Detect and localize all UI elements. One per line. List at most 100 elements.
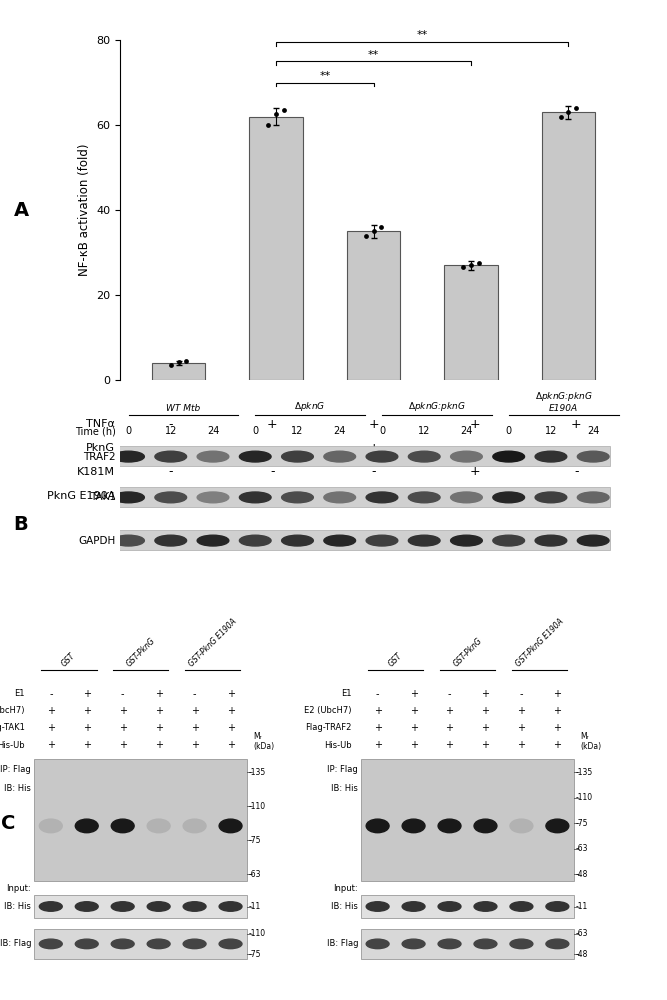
Ellipse shape [366,939,389,949]
Ellipse shape [578,451,609,462]
Text: 12: 12 [418,426,430,436]
Ellipse shape [408,451,440,462]
Point [571,100,582,116]
Text: **: ** [368,50,379,60]
Ellipse shape [281,451,313,462]
Text: +: + [227,723,235,733]
Text: -63: -63 [576,844,588,853]
Text: +: + [227,706,235,716]
Ellipse shape [402,819,425,833]
Text: +: + [119,706,127,716]
Ellipse shape [510,939,533,949]
Text: -: - [49,689,53,699]
Text: A: A [13,200,29,220]
Text: -: - [520,689,523,699]
Ellipse shape [493,492,524,503]
Text: $\Delta$pknG:pknG
E190A: $\Delta$pknG:pknG E190A [535,390,592,413]
Text: +: + [571,489,582,502]
Ellipse shape [197,535,229,546]
Ellipse shape [366,451,398,462]
Text: IB: His: IB: His [331,902,358,911]
Text: +: + [227,689,235,699]
Text: +: + [267,418,277,431]
Ellipse shape [366,492,398,503]
Text: +: + [155,740,163,750]
Text: Input:: Input: [7,884,31,893]
Text: GST-PknG: GST-PknG [125,636,157,668]
Ellipse shape [546,902,569,911]
Text: Flag-TAK1: Flag-TAK1 [0,724,25,732]
Ellipse shape [493,535,524,546]
FancyBboxPatch shape [35,895,247,918]
Ellipse shape [324,451,356,462]
Text: -48: -48 [576,870,588,879]
Ellipse shape [281,492,313,503]
Text: -63: -63 [249,870,261,879]
Text: +: + [518,723,526,733]
Text: WT Mtb: WT Mtb [166,404,201,413]
Text: 24: 24 [460,426,473,436]
Text: +: + [410,706,418,716]
Ellipse shape [219,819,242,833]
Ellipse shape [75,819,98,833]
Ellipse shape [39,939,62,949]
Text: His-Ub: His-Ub [324,740,352,750]
Text: GST-PknG: GST-PknG [452,636,484,668]
Bar [444,265,498,380]
Text: +: + [374,706,382,716]
Text: +: + [155,706,163,716]
Text: 0: 0 [125,426,131,436]
Text: -: - [376,689,380,699]
Ellipse shape [239,492,271,503]
Text: +: + [554,740,562,750]
FancyBboxPatch shape [362,929,574,959]
Text: -: - [372,465,376,478]
Text: K181M: K181M [77,467,115,477]
Text: -75: -75 [576,819,588,828]
Text: +: + [83,723,91,733]
Text: -: - [169,489,173,502]
Text: (kDa): (kDa) [253,742,275,751]
Text: +: + [446,706,454,716]
Text: +: + [571,418,582,431]
Text: IP: Flag: IP: Flag [1,765,31,774]
Ellipse shape [402,902,425,911]
Text: E1: E1 [14,690,25,698]
Text: +: + [410,723,418,733]
Text: E2 (UbcH7): E2 (UbcH7) [0,706,25,716]
Text: IB: Flag: IB: Flag [327,939,358,948]
Text: Input:: Input: [334,884,358,893]
Text: +: + [518,740,526,750]
Ellipse shape [510,902,533,911]
Text: +: + [482,740,490,750]
Point [458,259,468,275]
Text: +: + [446,723,454,733]
Text: IP: Flag: IP: Flag [327,765,358,774]
Text: +: + [47,740,55,750]
Text: -: - [448,689,452,699]
Bar [152,363,205,380]
Ellipse shape [451,451,482,462]
Ellipse shape [183,819,206,833]
Text: 12: 12 [545,426,557,436]
Text: $\Delta$pknG: $\Delta$pknG [295,400,325,413]
Ellipse shape [75,939,98,949]
Text: +: + [191,723,199,733]
Text: +: + [482,706,490,716]
Text: GST: GST [60,651,77,668]
Text: IB: His: IB: His [4,784,31,793]
Ellipse shape [197,451,229,462]
Text: -110: -110 [249,802,265,811]
Text: +: + [47,723,55,733]
Text: +: + [554,689,562,699]
Ellipse shape [155,451,187,462]
FancyBboxPatch shape [35,929,247,959]
Text: +: + [83,740,91,750]
Ellipse shape [113,492,144,503]
Text: -110: -110 [249,929,265,938]
Text: +: + [83,689,91,699]
Point [271,106,281,122]
FancyBboxPatch shape [111,487,610,507]
Ellipse shape [546,939,569,949]
Text: +: + [119,723,127,733]
